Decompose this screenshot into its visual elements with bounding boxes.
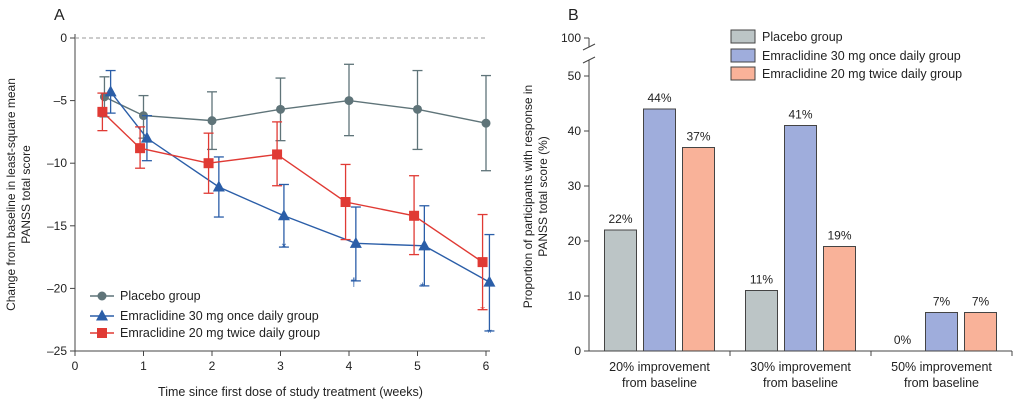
y-tick-label: –25 bbox=[47, 344, 67, 358]
series-line bbox=[104, 96, 487, 124]
legend-label: Placebo group bbox=[120, 289, 201, 303]
data-point bbox=[413, 104, 422, 114]
panel-a-label: A bbox=[54, 7, 65, 24]
data-point bbox=[104, 85, 117, 97]
data-point bbox=[418, 239, 431, 251]
legend-marker bbox=[96, 309, 108, 321]
significance-marker: † bbox=[350, 275, 357, 289]
x-tick-label: 1 bbox=[140, 359, 147, 373]
data-point bbox=[477, 257, 488, 268]
series-3 bbox=[97, 92, 488, 311]
y-tick-label: –5 bbox=[54, 94, 68, 108]
legend-label: Emraclidine 20 mg twice daily group bbox=[120, 326, 320, 340]
data-point bbox=[349, 236, 362, 248]
legend-marker bbox=[97, 328, 107, 338]
x-tick-label: 4 bbox=[346, 359, 353, 373]
data-point bbox=[276, 104, 285, 114]
series-1 bbox=[99, 63, 491, 172]
x-tick-label: 3 bbox=[277, 359, 284, 373]
series-line bbox=[101, 111, 483, 263]
data-point bbox=[409, 210, 420, 221]
significance-marker: * bbox=[480, 304, 485, 318]
y-tick-label: –15 bbox=[47, 219, 67, 233]
data-point bbox=[203, 158, 214, 169]
data-point bbox=[481, 118, 491, 128]
y-axis-title: Change from baseline in least-square mea… bbox=[4, 78, 18, 311]
data-point bbox=[212, 180, 225, 192]
y-axis-title: PANSS total score bbox=[19, 145, 33, 244]
data-point bbox=[97, 106, 108, 117]
significance-marker: * bbox=[420, 280, 425, 294]
data-point bbox=[340, 197, 351, 208]
y-tick-label: –20 bbox=[47, 281, 67, 295]
data-point bbox=[344, 96, 354, 106]
legend-marker bbox=[97, 291, 107, 301]
x-tick-label: 0 bbox=[72, 359, 79, 373]
x-axis-title: Time since first dose of study treatment… bbox=[158, 385, 423, 399]
data-point bbox=[483, 275, 496, 287]
x-tick-label: 5 bbox=[414, 359, 421, 373]
series-2 bbox=[104, 69, 496, 332]
data-point bbox=[207, 116, 217, 126]
series-line bbox=[110, 91, 490, 283]
x-tick-label: 2 bbox=[209, 359, 216, 373]
y-tick-label: –10 bbox=[47, 156, 67, 170]
x-tick-label: 6 bbox=[483, 359, 490, 373]
significance-marker: * bbox=[282, 240, 287, 254]
y-tick-label: 0 bbox=[60, 31, 67, 45]
significance-marker: * bbox=[487, 326, 492, 340]
legend-label: Emraclidine 30 mg once daily group bbox=[120, 309, 319, 323]
data-point bbox=[277, 209, 290, 221]
data-point bbox=[140, 131, 153, 143]
data-point bbox=[135, 143, 146, 154]
data-point bbox=[272, 149, 283, 160]
